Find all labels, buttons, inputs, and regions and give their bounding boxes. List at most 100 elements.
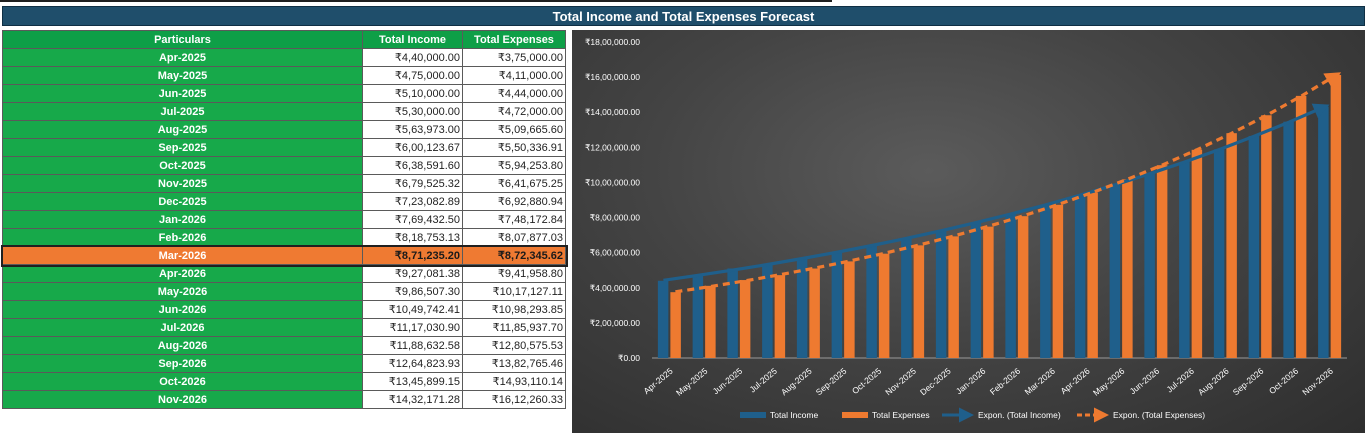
- income-cell[interactable]: ₹6,38,591.60: [362, 156, 463, 175]
- period-cell[interactable]: Jul-2026: [2, 318, 363, 337]
- expenses-bar: [1295, 95, 1307, 358]
- expenses-cell[interactable]: ₹13,82,765.46: [462, 354, 566, 373]
- income-bar: [935, 231, 947, 358]
- income-bar: [901, 238, 912, 358]
- expenses-cell[interactable]: ₹14,93,110.14: [462, 372, 566, 391]
- expenses-cell[interactable]: ₹5,50,336.91: [462, 138, 566, 157]
- period-cell[interactable]: Oct-2026: [2, 372, 363, 391]
- expenses-bar: [948, 236, 959, 358]
- income-cell[interactable]: ₹8,71,235.20: [362, 246, 463, 265]
- expenses-bar: [1052, 204, 1064, 358]
- income-cell[interactable]: ₹9,86,507.30: [362, 282, 463, 301]
- expenses-cell[interactable]: ₹6,92,880.94: [462, 192, 566, 211]
- expenses-cell[interactable]: ₹10,98,293.85: [462, 300, 566, 319]
- expenses-cell[interactable]: ₹3,75,000.00: [462, 48, 566, 67]
- period-cell[interactable]: Nov-2025: [2, 174, 363, 193]
- income-cell[interactable]: ₹8,18,753.13: [362, 228, 463, 247]
- expenses-cell[interactable]: ₹9,41,958.80: [462, 264, 566, 283]
- expenses-bar: [844, 261, 855, 358]
- income-cell[interactable]: ₹14,32,171.28: [362, 390, 463, 409]
- period-cell[interactable]: Aug-2025: [2, 120, 363, 139]
- period-cell[interactable]: Oct-2025: [2, 156, 363, 175]
- income-bar: [1074, 195, 1086, 358]
- table-row: Nov-2025 ₹6,79,525.32 ₹6,41,675.25: [2, 174, 566, 193]
- x-tick-label: Oct-2025: [850, 366, 883, 396]
- income-cell[interactable]: ₹12,64,823.93: [362, 354, 463, 373]
- forecast-chart-svg: ₹0.00 ₹2,00,000.00 ₹4,00,000.00 ₹6,00,000.0…: [585, 37, 1347, 423]
- x-tick-label: May-2026: [1091, 366, 1127, 398]
- income-cell[interactable]: ₹11,17,030.90: [362, 318, 463, 337]
- income-cell[interactable]: ₹7,23,082.89: [362, 192, 463, 211]
- period-cell[interactable]: Jan-2026: [2, 210, 363, 229]
- income-cell[interactable]: ₹6,79,525.32: [362, 174, 463, 193]
- header-total-expenses: Total Expenses: [462, 30, 566, 49]
- expenses-cell[interactable]: ₹12,80,575.53: [462, 336, 566, 355]
- page-title: Total Income and Total Expenses Forecast: [2, 6, 1365, 26]
- period-cell[interactable]: Sep-2026: [2, 354, 363, 373]
- expenses-cell[interactable]: ₹11,85,937.70: [462, 318, 566, 337]
- expenses-cell[interactable]: ₹10,17,127.11: [462, 282, 566, 301]
- period-cell[interactable]: Feb-2026: [2, 228, 363, 247]
- x-tick-label: Jul-2025: [748, 366, 780, 395]
- income-bar: [762, 264, 773, 358]
- expenses-cell[interactable]: ₹4,11,000.00: [462, 66, 566, 85]
- period-cell[interactable]: Jun-2025: [2, 84, 363, 103]
- income-bar: [1179, 161, 1190, 358]
- table-row: Sep-2026 ₹12,64,823.93 ₹13,82,765.46: [2, 354, 566, 373]
- period-cell[interactable]: Apr-2026: [2, 264, 363, 283]
- table-row: Oct-2025 ₹6,38,591.60 ₹5,94,253.80: [2, 156, 566, 175]
- x-tick-label: Aug-2026: [1196, 366, 1231, 398]
- income-cell[interactable]: ₹11,88,632.58: [362, 336, 463, 355]
- period-cell[interactable]: Mar-2026: [2, 246, 363, 265]
- income-cell[interactable]: ₹6,00,123.67: [362, 138, 463, 157]
- income-cell[interactable]: ₹4,75,000.00: [362, 66, 463, 85]
- expenses-cell[interactable]: ₹8,07,877.03: [462, 228, 566, 247]
- expenses-cell[interactable]: ₹7,48,172.84: [462, 210, 566, 229]
- period-cell[interactable]: Dec-2025: [2, 192, 363, 211]
- table-row: May-2026 ₹9,86,507.30 ₹10,17,127.11: [2, 282, 566, 301]
- income-cell[interactable]: ₹10,49,742.41: [362, 300, 463, 319]
- income-cell[interactable]: ₹5,63,973.00: [362, 120, 463, 139]
- period-cell[interactable]: May-2025: [2, 66, 363, 85]
- expenses-cell[interactable]: ₹8,72,345.62: [462, 246, 566, 265]
- x-tick-label: Dec-2025: [918, 366, 953, 398]
- income-cell[interactable]: ₹7,69,432.50: [362, 210, 463, 229]
- period-cell[interactable]: Aug-2026: [2, 336, 363, 355]
- table-row: Jan-2026 ₹7,69,432.50 ₹7,48,172.84: [2, 210, 566, 229]
- income-cell[interactable]: ₹4,40,000.00: [362, 48, 463, 67]
- income-cell[interactable]: ₹5,10,000.00: [362, 84, 463, 103]
- expenses-cell[interactable]: ₹5,94,253.80: [462, 156, 566, 175]
- income-bar: [692, 274, 704, 358]
- x-tick-label: Jun-2026: [1128, 366, 1162, 397]
- period-cell[interactable]: Jul-2025: [2, 102, 363, 121]
- expenses-bar: [705, 285, 716, 358]
- expenses-cell[interactable]: ₹4,44,000.00: [462, 84, 566, 103]
- expenses-cell[interactable]: ₹6,41,675.25: [462, 174, 566, 193]
- period-cell[interactable]: May-2026: [2, 282, 363, 301]
- expenses-bar: [878, 253, 890, 358]
- period-cell[interactable]: Apr-2025: [2, 48, 363, 67]
- income-bar: [727, 268, 738, 358]
- table-row: Jun-2026 ₹10,49,742.41 ₹10,98,293.85: [2, 300, 566, 319]
- y-tick-label: ₹18,00,000.00: [585, 37, 640, 47]
- expenses-cell[interactable]: ₹16,12,260.33: [462, 390, 566, 409]
- expenses-bar: [1261, 115, 1272, 359]
- header-total-income: Total Income: [362, 30, 463, 49]
- x-tick-label: Sep-2026: [1231, 366, 1266, 398]
- period-cell[interactable]: Nov-2026: [2, 390, 363, 409]
- legend-income: Total Income: [740, 410, 818, 420]
- income-cell[interactable]: ₹5,30,000.00: [362, 102, 463, 121]
- table-row: Feb-2026 ₹8,18,753.13 ₹8,07,877.03: [2, 228, 566, 247]
- expenses-bar: [983, 226, 994, 358]
- period-cell[interactable]: Sep-2025: [2, 138, 363, 157]
- x-tick-label: Mar-2026: [1023, 366, 1058, 397]
- expenses-bar: [1226, 133, 1237, 358]
- forecast-chart: ₹0.00 ₹2,00,000.00 ₹4,00,000.00 ₹6,00,000.0…: [572, 30, 1365, 433]
- income-cell[interactable]: ₹13,45,899.15: [362, 372, 463, 391]
- income-cell[interactable]: ₹9,27,081.38: [362, 264, 463, 283]
- expenses-cell[interactable]: ₹5,09,665.60: [462, 120, 566, 139]
- expenses-cell[interactable]: ₹4,72,000.00: [462, 102, 566, 121]
- legend-swatch: [842, 412, 868, 418]
- expenses-bar: [809, 268, 820, 358]
- period-cell[interactable]: Jun-2026: [2, 300, 363, 319]
